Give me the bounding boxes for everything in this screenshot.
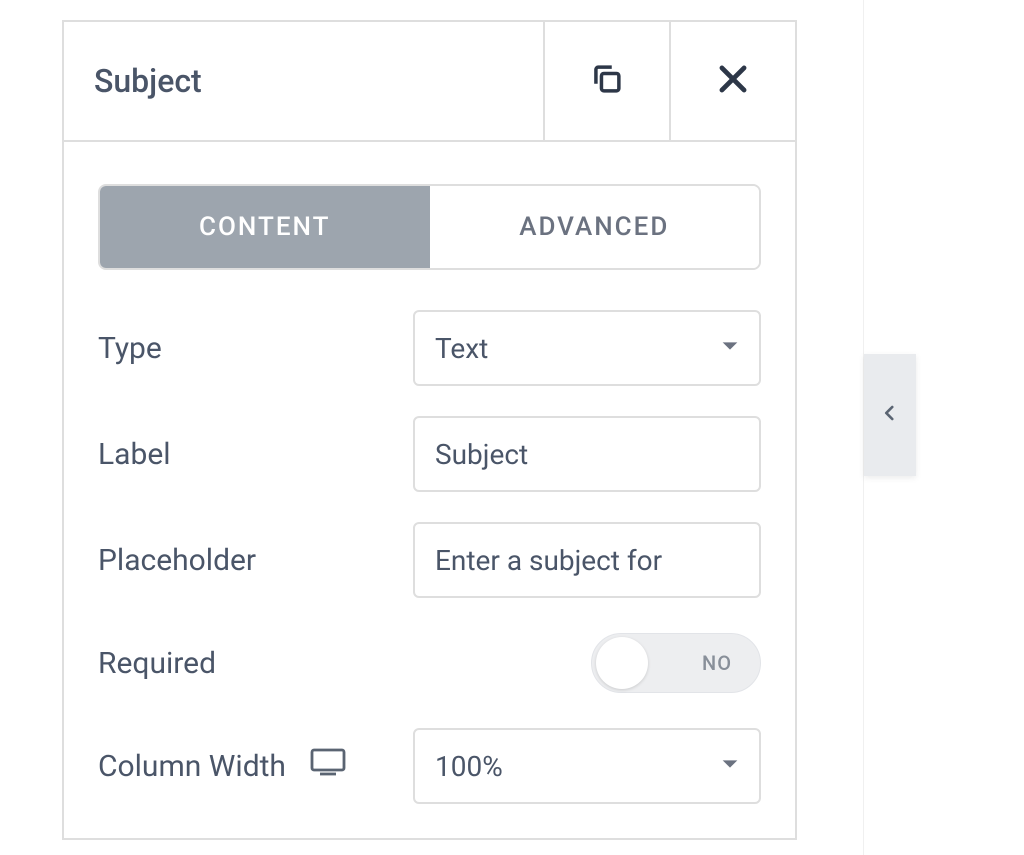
- placeholder-input[interactable]: [413, 522, 761, 598]
- chevron-left-icon: [881, 399, 899, 431]
- column-width-select[interactable]: 100%: [413, 728, 761, 804]
- required-toggle[interactable]: NO: [591, 633, 761, 693]
- column-width-value: 100%: [413, 728, 761, 804]
- row-placeholder: Placeholder: [98, 522, 761, 598]
- column-width-text: Column Width: [98, 749, 286, 784]
- desktop-icon[interactable]: [310, 748, 346, 784]
- label-type: Type: [98, 331, 413, 366]
- toggle-state-label: NO: [702, 651, 732, 675]
- label-column-width: Column Width: [98, 748, 413, 784]
- type-select-value: Text: [413, 310, 761, 386]
- duplicate-button[interactable]: [543, 22, 669, 140]
- label-placeholder: Placeholder: [98, 543, 413, 578]
- tab-content[interactable]: CONTENT: [100, 186, 430, 268]
- row-label: Label: [98, 416, 761, 492]
- tab-advanced[interactable]: ADVANCED: [430, 186, 760, 268]
- label-input[interactable]: [413, 416, 761, 492]
- panel-header: Subject: [64, 22, 795, 142]
- collapse-handle[interactable]: [864, 354, 916, 476]
- panel-body: CONTENT ADVANCED Type Text Label Placeho…: [64, 142, 795, 838]
- close-button[interactable]: [669, 22, 795, 140]
- label-required: Required: [98, 646, 413, 681]
- copy-icon: [588, 60, 626, 102]
- panel-title: Subject: [64, 22, 543, 140]
- close-icon: [714, 60, 752, 102]
- label-label: Label: [98, 437, 413, 472]
- field-settings-panel: Subject CONTENT ADVANCED Type: [62, 20, 797, 840]
- row-type: Type Text: [98, 310, 761, 386]
- tabs: CONTENT ADVANCED: [98, 184, 761, 270]
- row-required: Required NO: [98, 628, 761, 698]
- type-select[interactable]: Text: [413, 310, 761, 386]
- row-column-width: Column Width 100%: [98, 728, 761, 804]
- toggle-knob: [596, 637, 648, 689]
